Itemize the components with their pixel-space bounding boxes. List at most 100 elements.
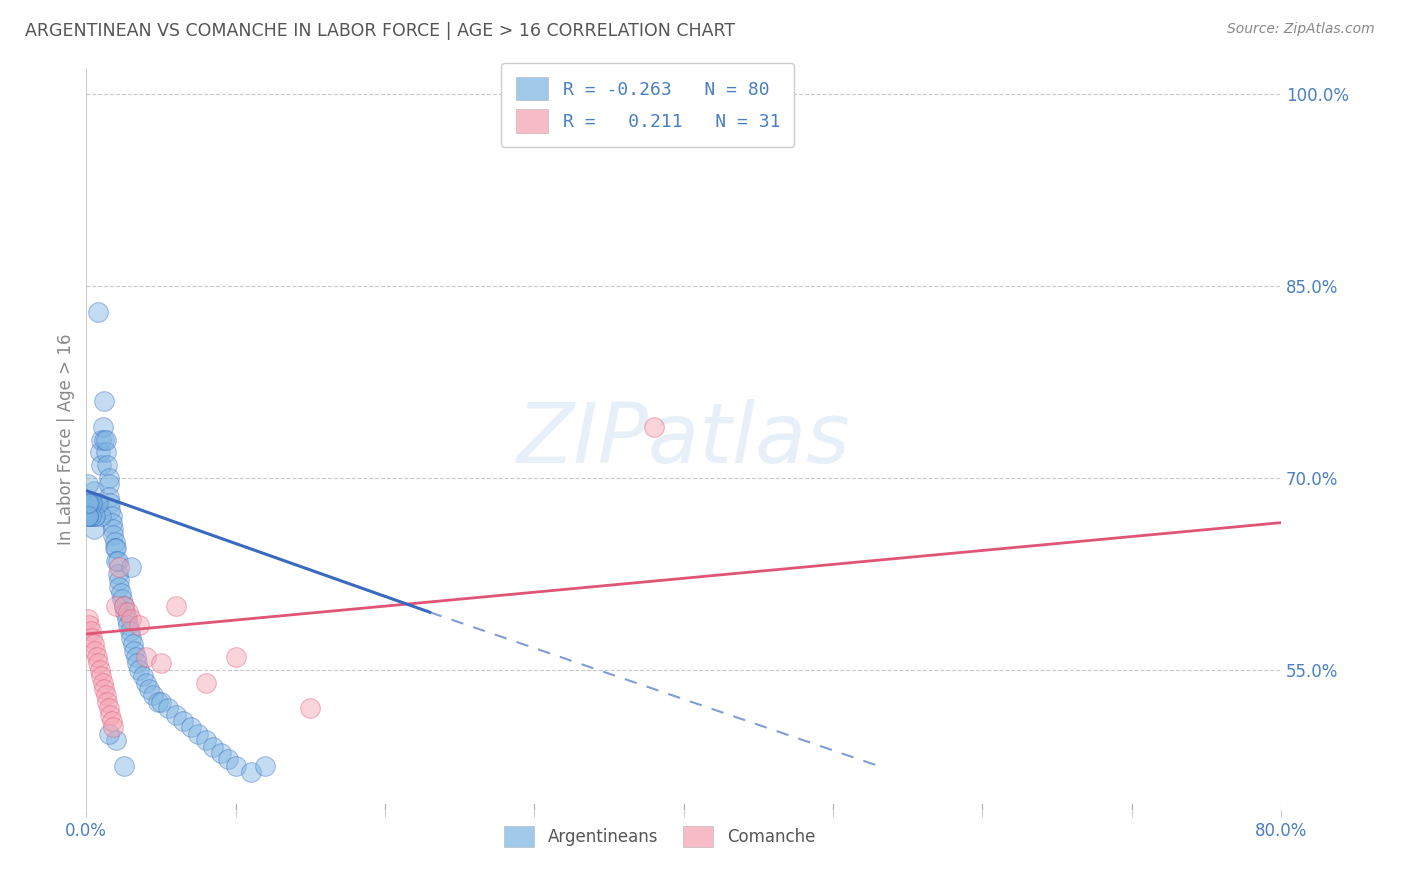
Point bbox=[82, 496, 104, 510]
Point bbox=[120, 560, 142, 574]
Point bbox=[112, 599, 135, 613]
Y-axis label: In Labor Force | Age > 16: In Labor Force | Age > 16 bbox=[58, 334, 75, 545]
Point bbox=[76, 509, 98, 524]
Point bbox=[107, 554, 129, 568]
Text: ZIPatlas: ZIPatlas bbox=[517, 399, 851, 480]
Point bbox=[80, 509, 103, 524]
Point bbox=[96, 695, 118, 709]
Point bbox=[90, 509, 112, 524]
Point bbox=[94, 689, 117, 703]
Point bbox=[209, 746, 232, 760]
Point bbox=[135, 650, 157, 665]
Point bbox=[87, 657, 110, 671]
Point bbox=[112, 758, 135, 772]
Point bbox=[90, 433, 112, 447]
Point bbox=[86, 496, 108, 510]
Point bbox=[108, 580, 131, 594]
Point bbox=[187, 727, 209, 741]
Point bbox=[101, 528, 124, 542]
Point bbox=[142, 689, 165, 703]
Point bbox=[194, 733, 217, 747]
Point bbox=[111, 592, 134, 607]
Point bbox=[84, 643, 107, 657]
Point bbox=[146, 695, 169, 709]
Text: Source: ZipAtlas.com: Source: ZipAtlas.com bbox=[1227, 22, 1375, 37]
Point bbox=[86, 650, 108, 665]
Point bbox=[172, 714, 194, 728]
Point bbox=[124, 650, 146, 665]
Point bbox=[643, 419, 665, 434]
Point bbox=[97, 701, 120, 715]
Point bbox=[77, 509, 100, 524]
Point bbox=[112, 599, 135, 613]
Point bbox=[91, 675, 114, 690]
Point bbox=[107, 566, 129, 581]
Point bbox=[97, 490, 120, 504]
Point bbox=[83, 522, 105, 536]
Point bbox=[117, 618, 139, 632]
Point bbox=[104, 541, 127, 556]
Point bbox=[138, 681, 160, 696]
Point bbox=[104, 534, 127, 549]
Point bbox=[110, 586, 132, 600]
Point bbox=[93, 681, 115, 696]
Point bbox=[254, 758, 277, 772]
Point bbox=[239, 765, 262, 780]
Point bbox=[165, 599, 187, 613]
Point bbox=[94, 433, 117, 447]
Point bbox=[217, 752, 239, 766]
Point bbox=[120, 631, 142, 645]
Point bbox=[90, 458, 112, 472]
Point bbox=[132, 669, 155, 683]
Point bbox=[105, 599, 128, 613]
Point bbox=[157, 701, 180, 715]
Point bbox=[118, 624, 141, 639]
Point bbox=[82, 496, 104, 510]
Point bbox=[83, 637, 105, 651]
Point bbox=[165, 707, 187, 722]
Point bbox=[121, 637, 143, 651]
Point bbox=[93, 394, 115, 409]
Point bbox=[101, 720, 124, 734]
Point bbox=[299, 701, 322, 715]
Point bbox=[100, 509, 122, 524]
Point bbox=[98, 707, 121, 722]
Point bbox=[98, 503, 121, 517]
Point bbox=[80, 624, 103, 639]
Point bbox=[91, 419, 114, 434]
Legend: Argentineans, Comanche: Argentineans, Comanche bbox=[498, 820, 821, 855]
Point bbox=[128, 618, 150, 632]
Point bbox=[202, 739, 225, 754]
Point bbox=[135, 675, 157, 690]
Point bbox=[89, 663, 111, 677]
Point bbox=[97, 471, 120, 485]
Point bbox=[76, 509, 98, 524]
Point bbox=[108, 573, 131, 587]
Point bbox=[194, 675, 217, 690]
Point bbox=[87, 496, 110, 510]
Point bbox=[82, 631, 104, 645]
Point bbox=[105, 733, 128, 747]
Text: ARGENTINEAN VS COMANCHE IN LABOR FORCE | AGE > 16 CORRELATION CHART: ARGENTINEAN VS COMANCHE IN LABOR FORCE |… bbox=[25, 22, 735, 40]
Point bbox=[93, 433, 115, 447]
Point bbox=[97, 727, 120, 741]
Point bbox=[225, 758, 247, 772]
Point bbox=[94, 445, 117, 459]
Point bbox=[98, 496, 121, 510]
Point bbox=[76, 612, 98, 626]
Point bbox=[83, 483, 105, 498]
Point bbox=[108, 560, 131, 574]
Point bbox=[105, 554, 128, 568]
Point bbox=[115, 612, 138, 626]
Point bbox=[100, 516, 122, 530]
Point bbox=[76, 496, 98, 510]
Point bbox=[80, 509, 103, 524]
Point bbox=[101, 522, 124, 536]
Point bbox=[105, 541, 128, 556]
Point bbox=[180, 720, 202, 734]
Point bbox=[149, 695, 172, 709]
Point bbox=[84, 509, 107, 524]
Point bbox=[100, 714, 122, 728]
Point bbox=[76, 496, 98, 510]
Point bbox=[225, 650, 247, 665]
